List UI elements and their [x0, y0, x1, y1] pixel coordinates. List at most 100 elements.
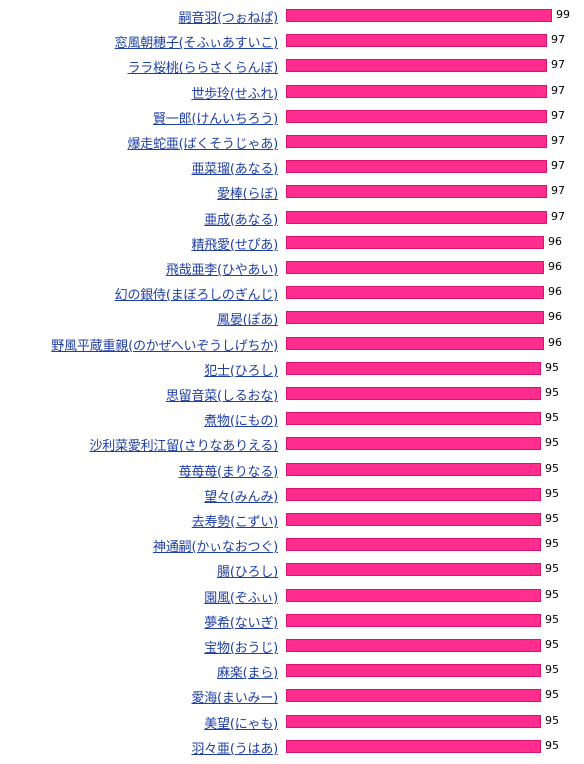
bar [286, 235, 544, 249]
bar-value-label: 95 [545, 612, 559, 626]
bar-value-label: 95 [545, 713, 559, 727]
category-label[interactable]: 煮物(にもの) [204, 414, 278, 430]
bar [286, 588, 541, 602]
bar-value-label: 95 [545, 688, 559, 702]
category-label[interactable]: 世歩玲(せふれ) [191, 86, 278, 102]
bar [286, 59, 547, 73]
category-label[interactable]: 望々(みんみ) [204, 489, 278, 505]
bar-value-label: 95 [545, 638, 559, 651]
bar [286, 34, 547, 48]
table-row: 鳳晏(ぽあ) 96 [0, 306, 584, 331]
table-row: 世歩玲(せふれ) 97 [0, 80, 584, 105]
bar [286, 109, 547, 123]
bar-value-label: 97 [551, 159, 565, 173]
table-row: 去寿勢(こずい) 95 [0, 508, 584, 533]
bar-value-label: 95 [545, 738, 559, 752]
bar [286, 185, 547, 199]
category-label[interactable]: 宝物(おうじ) [204, 641, 278, 656]
bar [286, 538, 541, 552]
table-row: 亜成(あなる) 97 [0, 206, 584, 231]
category-label[interactable]: 犯士(ひろし) [204, 363, 278, 379]
bar-value-label: 96 [548, 335, 562, 349]
bar-value-label: 96 [548, 234, 562, 248]
category-label[interactable]: 沙利菜愛利江留(さりなありえる) [89, 439, 278, 455]
table-row: 煮物(にもの) 95 [0, 407, 584, 432]
category-label[interactable]: 野風平蔵重親(のかぜへいぞうしげちか) [51, 338, 278, 354]
bar-value-label: 95 [545, 486, 559, 500]
category-label[interactable]: 愛海(まいみー) [191, 691, 278, 707]
table-row: ララ桜桃(ららさくらんぼ) 97 [0, 54, 584, 79]
category-label[interactable]: 夢希(ないぎ) [204, 615, 278, 631]
table-row: 窓風朝穂子(そふぃあすいこ) 97 [0, 29, 584, 54]
bar-value-label: 95 [545, 512, 559, 525]
category-label[interactable]: 爆走蛇亜(ばくそうじゃあ) [127, 137, 278, 152]
bar-value-label: 95 [545, 386, 559, 399]
category-label[interactable]: 鳳晏(ぽあ) [217, 313, 278, 329]
table-row: 愛棒(らぼ) 97 [0, 180, 584, 205]
bar-value-label: 95 [545, 436, 559, 450]
table-row: 宝物(おうじ) 95 [0, 634, 584, 659]
bar-value-label: 95 [545, 663, 559, 677]
category-label[interactable]: 亜菜瑠(あなる) [191, 162, 278, 178]
bar [286, 387, 541, 400]
bar-value-label: 95 [545, 562, 559, 576]
table-row: 幻の銀侍(まぼろしのぎんじ) 96 [0, 281, 584, 306]
bar-value-label: 96 [548, 310, 562, 324]
table-row: 望々(みんみ) 95 [0, 483, 584, 508]
bar [286, 613, 541, 627]
bar [286, 336, 544, 350]
table-row: 園風(ぞふぃ) 95 [0, 584, 584, 609]
bar-value-label: 95 [545, 411, 559, 425]
category-label[interactable]: 賢一郎(けんいちろう) [153, 111, 278, 127]
bar [286, 689, 541, 703]
bar [286, 563, 541, 577]
category-label[interactable]: 窓風朝穂子(そふぃあすいこ) [114, 36, 279, 52]
bar-value-label: 95 [545, 587, 559, 601]
category-label[interactable]: 神通嗣(かぃなおつぐ) [153, 540, 278, 556]
category-label[interactable]: ララ桜桃(ららさくらんぼ) [127, 61, 278, 77]
bar [286, 487, 541, 501]
table-row: 野風平蔵重親(のかぜへいぞうしげちか) 96 [0, 332, 584, 357]
bar-value-label: 97 [551, 108, 565, 122]
bar [286, 513, 541, 526]
bar [286, 462, 541, 476]
bar [286, 311, 544, 325]
table-row: 麻楽(まら) 95 [0, 659, 584, 684]
table-row: 嗣音羽(つぉねぱ) 99 [0, 4, 584, 29]
bar-value-label: 95 [545, 537, 559, 551]
bar-value-label: 97 [551, 58, 565, 72]
bar [286, 160, 547, 174]
table-row: 神通嗣(かぃなおつぐ) 95 [0, 533, 584, 558]
table-row: 飛哉亜李(ひやあい) 96 [0, 256, 584, 281]
category-label[interactable]: 思留音菜(しるおな) [165, 389, 278, 404]
category-label[interactable]: 美望(にゃも) [204, 716, 278, 732]
category-label[interactable]: 愛棒(らぼ) [217, 187, 278, 203]
table-row: 亜菜瑠(あなる) 97 [0, 155, 584, 180]
category-label[interactable]: 麻楽(まら) [217, 666, 278, 682]
bar [286, 714, 541, 728]
bar [286, 437, 541, 451]
bar-value-label: 97 [551, 209, 565, 223]
bar-value-label: 97 [551, 134, 565, 147]
category-label[interactable]: 苺苺苺(まりなる) [178, 464, 279, 480]
category-label[interactable]: 園風(ぞふぃ) [204, 590, 278, 606]
category-label[interactable]: 去寿勢(こずい) [191, 515, 278, 530]
category-label[interactable]: 腸(ひろし) [217, 565, 278, 581]
category-label[interactable]: 嗣音羽(つぉねぱ) [178, 11, 279, 26]
bar [286, 412, 541, 426]
bar-value-label: 95 [545, 461, 559, 475]
category-label[interactable]: 飛哉亜李(ひやあい) [165, 263, 278, 278]
table-row: 思留音菜(しるおな) 95 [0, 382, 584, 407]
category-label[interactable]: 精飛愛(せぴあ) [191, 237, 278, 253]
category-label[interactable]: 亜成(あなる) [204, 212, 278, 228]
bar [286, 84, 547, 98]
bar-value-label: 97 [551, 83, 565, 97]
category-label[interactable]: 幻の銀侍(まぼろしのぎんじ) [114, 288, 279, 304]
table-row: 夢希(ないぎ) 95 [0, 609, 584, 634]
bar-value-label: 96 [548, 260, 562, 273]
category-label[interactable]: 羽々亜(うはあ) [191, 741, 278, 757]
bar [286, 361, 541, 375]
table-row: 賢一郎(けんいちろう) 97 [0, 105, 584, 130]
bar-value-label: 96 [548, 285, 562, 299]
